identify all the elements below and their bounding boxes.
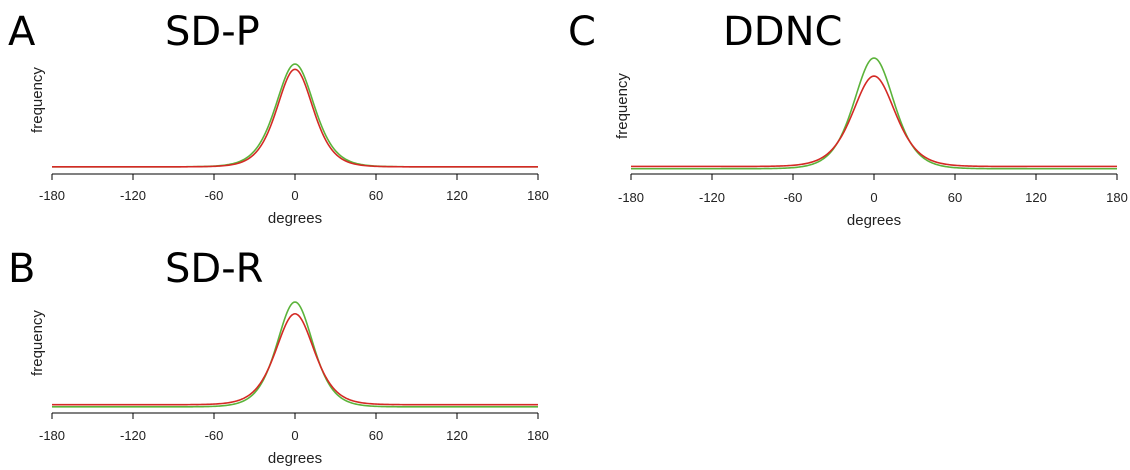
panel-title-b: SD-R bbox=[165, 246, 263, 292]
xlabel-c: degrees bbox=[847, 212, 901, 229]
ylabel-c: frequency bbox=[614, 73, 631, 139]
x-tick-label-c-4: 60 bbox=[948, 190, 962, 205]
panel-letter-c: C bbox=[568, 9, 596, 55]
panel-a: A SD-P frequency -180 -120 -60 0 60 120 … bbox=[8, 9, 549, 227]
x-tick-label-b-4: 60 bbox=[369, 428, 383, 443]
series-a-red bbox=[52, 68, 538, 168]
panel-letter-a: A bbox=[8, 9, 36, 55]
panel-title-c: DDNC bbox=[723, 9, 842, 55]
x-ticks-a bbox=[51, 174, 539, 180]
x-tick-label-b-0: -180 bbox=[39, 428, 65, 443]
x-tick-label-c-1: -120 bbox=[699, 190, 725, 205]
x-tick-label-a-2: -60 bbox=[205, 188, 224, 203]
x-ticks-b bbox=[51, 413, 539, 419]
x-tick-label-c-0: -180 bbox=[618, 190, 644, 205]
x-tick-labels-b: -180 -120 -60 0 60 120 180 bbox=[39, 428, 549, 443]
x-tick-label-c-5: 120 bbox=[1025, 190, 1047, 205]
x-tick-label-a-0: -180 bbox=[39, 188, 65, 203]
x-ticks-c bbox=[630, 174, 1118, 180]
x-tick-label-b-6: 180 bbox=[527, 428, 549, 443]
series-c-green bbox=[631, 57, 1117, 170]
panel-letter-b: B bbox=[8, 246, 35, 292]
ylabel-a: frequency bbox=[29, 67, 46, 133]
ylabel-b: frequency bbox=[29, 310, 46, 376]
series-a-green bbox=[52, 63, 538, 168]
series-b-red bbox=[52, 312, 538, 406]
x-tick-label-c-3: 0 bbox=[870, 190, 877, 205]
panel-b: B SD-R frequency -180 -120 -60 0 60 120 … bbox=[8, 246, 549, 467]
x-tick-label-a-4: 60 bbox=[369, 188, 383, 203]
x-tick-labels-c: -180 -120 -60 0 60 120 180 bbox=[618, 190, 1128, 205]
x-tick-label-b-5: 120 bbox=[446, 428, 468, 443]
x-tick-label-b-2: -60 bbox=[205, 428, 224, 443]
x-tick-label-a-5: 120 bbox=[446, 188, 468, 203]
x-tick-labels-a: -180 -120 -60 0 60 120 180 bbox=[39, 188, 549, 203]
panel-c: C DDNC frequency -180 -120 -60 0 60 120 … bbox=[568, 9, 1128, 229]
panel-title-a: SD-P bbox=[165, 9, 260, 55]
series-b-green bbox=[52, 301, 538, 408]
xlabel-b: degrees bbox=[268, 450, 322, 467]
x-tick-label-a-3: 0 bbox=[291, 188, 298, 203]
x-tick-label-c-2: -60 bbox=[784, 190, 803, 205]
x-tick-label-b-3: 0 bbox=[291, 428, 298, 443]
x-tick-label-c-6: 180 bbox=[1106, 190, 1128, 205]
x-tick-label-a-6: 180 bbox=[527, 188, 549, 203]
xlabel-a: degrees bbox=[268, 210, 322, 227]
x-tick-label-a-1: -120 bbox=[120, 188, 146, 203]
series-c-red bbox=[631, 75, 1117, 168]
x-tick-label-b-1: -120 bbox=[120, 428, 146, 443]
